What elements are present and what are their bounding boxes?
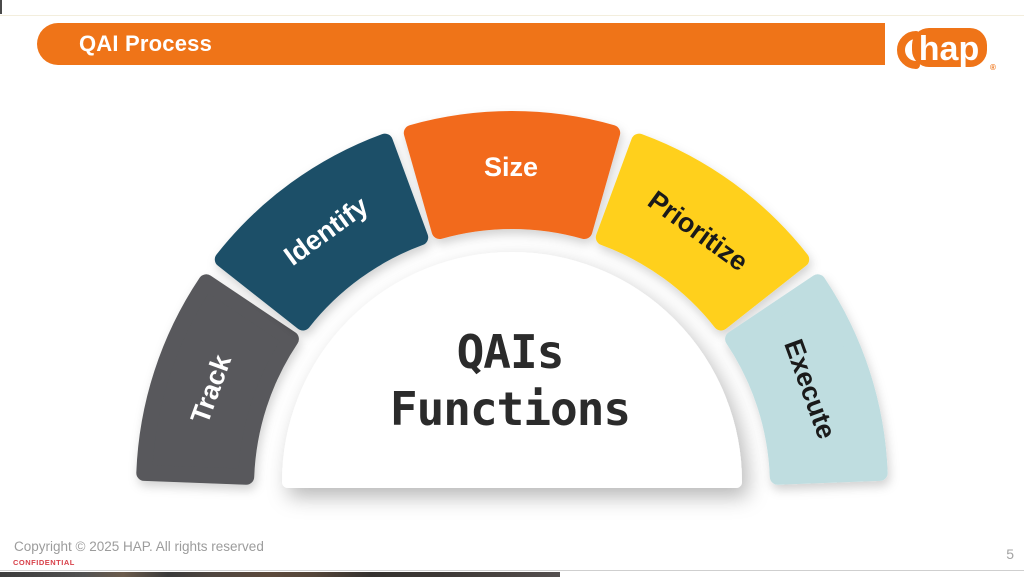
slide-title-bar: QAI Process (37, 23, 885, 65)
slide-top-border (0, 15, 1024, 16)
bottom-edge-artifact (0, 572, 560, 577)
center-dome (282, 252, 742, 488)
segment-track (136, 274, 299, 485)
bottom-divider-line (0, 570, 1024, 571)
hap-logo-registered-mark: ® (990, 63, 996, 72)
segment-size (403, 111, 621, 239)
confidential-label: CONFIDENTIAL (13, 558, 75, 567)
center-title-line1: QAIs (457, 325, 564, 379)
page-number: 5 (1006, 546, 1014, 562)
hap-logo: hap ® (897, 28, 996, 72)
screenshot-edge-artifact (0, 0, 2, 14)
hap-logo-crescent-icon (897, 31, 920, 69)
page-title: QAI Process (79, 31, 213, 56)
segment-identify (214, 133, 429, 331)
segment-label-size: Size (484, 152, 538, 182)
segment-prioritize (595, 133, 810, 331)
hap-logo-pill (912, 28, 987, 67)
center-title-line2: Functions (390, 382, 630, 436)
segment-execute (725, 274, 888, 485)
hap-logo-text: hap (919, 30, 979, 68)
copyright-text: Copyright © 2025 HAP. All rights reserve… (14, 539, 264, 554)
